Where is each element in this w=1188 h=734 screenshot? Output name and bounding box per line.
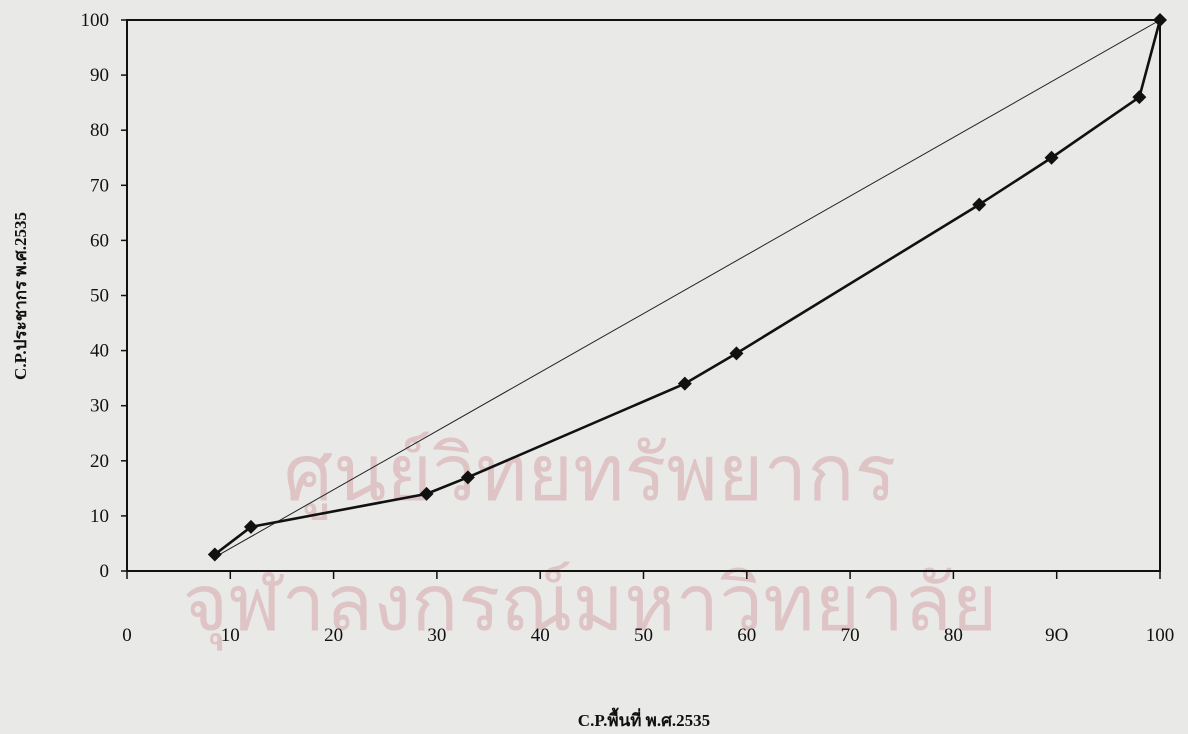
y-tick-label: 90 [90, 65, 109, 86]
x-tick-label: 70 [841, 625, 860, 646]
y-tick-label: 50 [90, 286, 109, 307]
x-tick-label: 60 [737, 625, 756, 646]
lorenz-point [677, 376, 692, 391]
lorenz-point [972, 197, 987, 212]
watermark: ศูนย์วิทยทรัพยากร จุฬาลงกรณ์มหาวิทยาลัย [182, 429, 997, 651]
y-tick-label: 70 [90, 175, 109, 196]
lorenz-point [1153, 13, 1167, 27]
y-axis-title: C.P.ประชากร พ.ศ.2535 [11, 212, 30, 380]
lorenz-point [243, 519, 258, 534]
x-tick-label: 9O [1045, 625, 1068, 646]
y-tick-label: 10 [90, 506, 109, 527]
x-tick-label: 20 [324, 625, 343, 646]
lorenz-curve-line [214, 19, 1162, 556]
x-tick-label: 50 [634, 625, 653, 646]
y-tick-label: 100 [81, 10, 110, 31]
x-tick-label: 10 [221, 625, 240, 646]
x-tick-label: 40 [531, 625, 550, 646]
lorenz-point [729, 346, 744, 361]
axes: 0 10 20 30 40 50 60 70 80 90 100 0 10 20 30 40 50 60 70 80 9… [81, 10, 1175, 646]
watermark-line-2: จุฬาลงกรณ์มหาวิทยาลัย [182, 559, 997, 651]
equality-line [214, 19, 1161, 558]
y-tick-label: 30 [90, 396, 109, 417]
y-tick-label: 20 [90, 451, 109, 472]
y-tick-label: 40 [90, 341, 109, 362]
watermark-line-1: ศูนย์วิทยทรัพยากร [284, 429, 897, 520]
x-tick-label: 80 [944, 625, 963, 646]
y-tick-label: 0 [100, 561, 110, 582]
x-tick-label: 100 [1146, 625, 1175, 646]
x-tick-label: 0 [122, 625, 132, 646]
lorenz-point [419, 486, 434, 501]
lorenz-point [1132, 90, 1147, 105]
lorenz-point [1044, 150, 1059, 165]
y-tick-label: 60 [90, 230, 109, 251]
x-tick-label: 30 [427, 625, 446, 646]
y-tick-label: 80 [90, 120, 109, 141]
series-layer [207, 13, 1167, 562]
lorenz-point [207, 547, 222, 562]
lorenz-point [460, 470, 475, 485]
x-axis-title: C.P.พื้นที่ พ.ศ.2535 [578, 707, 710, 730]
